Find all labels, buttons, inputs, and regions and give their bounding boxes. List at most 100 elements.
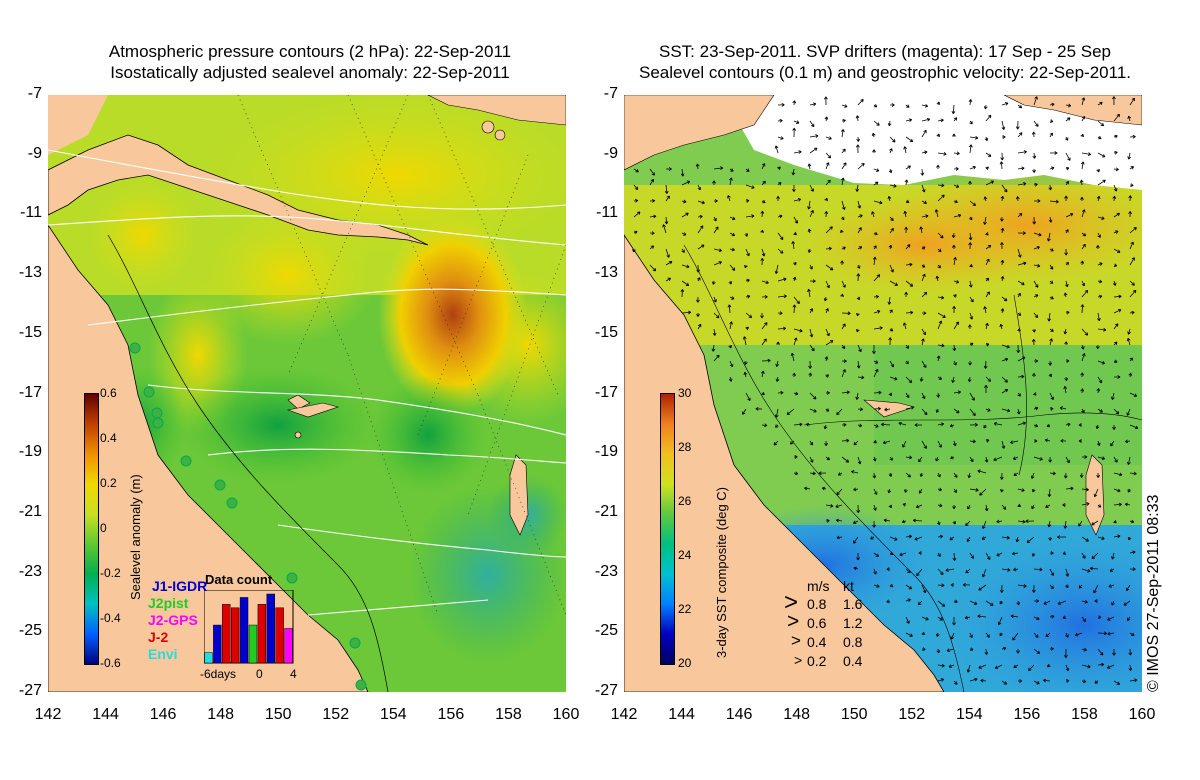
velocity-vector (1062, 551, 1067, 556)
velocity-vector (761, 423, 768, 428)
velocity-vector (1081, 243, 1086, 250)
velocity-vector (761, 248, 766, 257)
velocity-vector (825, 518, 830, 523)
velocity-vector (1033, 406, 1039, 411)
velocity-vector (912, 518, 923, 523)
left-lon-tick: 144 (92, 706, 119, 723)
velocity-vector (761, 199, 766, 204)
velocity-vector (969, 632, 973, 638)
left-title-line2: Isostatically adjusted sealevel anomaly:… (110, 63, 510, 82)
velocity-vector (1081, 647, 1087, 652)
velocity-vector (664, 184, 669, 194)
right-lat-tick: -13 (594, 264, 618, 282)
velocity-vector (983, 216, 987, 225)
velocity-vector (775, 360, 780, 367)
velocity-vector (1032, 373, 1036, 378)
velocity-vector (841, 323, 846, 330)
velocity-vector (1113, 502, 1122, 507)
left-lat-tick: -7 (27, 85, 42, 102)
velocity-vector (1081, 664, 1091, 669)
velocity-vector (1049, 248, 1054, 252)
velocity-vector (903, 322, 907, 330)
velocity-vector (774, 264, 779, 274)
velocity-vector (825, 264, 834, 271)
velocity-vector (1001, 504, 1007, 510)
velocity-vector (1001, 184, 1008, 193)
velocity-vector (1127, 488, 1131, 493)
velocity-vector (745, 278, 750, 283)
velocity-vector (985, 552, 991, 560)
velocity-vector (793, 455, 798, 459)
velocity-vector (905, 616, 910, 624)
velocity-vector (1113, 534, 1121, 539)
velocity-vector (937, 422, 945, 427)
velocity-vector (809, 440, 814, 446)
velocity-vector (1012, 632, 1019, 641)
velocity-vector (873, 504, 877, 511)
velocity-vector (841, 390, 850, 395)
velocity-vector (809, 308, 814, 314)
velocity-vector (978, 664, 987, 669)
velocity-vector (1097, 232, 1101, 238)
velocity-vector (1080, 196, 1084, 202)
velocity-vector (1049, 295, 1054, 300)
data-count-bar (257, 604, 267, 664)
data-count-bar (248, 624, 258, 664)
left-lat-tick: -15 (18, 323, 42, 341)
velocity-vector (1128, 648, 1133, 656)
velocity-vector (967, 472, 972, 479)
velocity-vector (968, 324, 972, 330)
velocity-vector (919, 226, 924, 234)
velocity-vector (808, 372, 813, 378)
velocity-vector (1016, 648, 1020, 654)
velocity-vector (841, 369, 846, 378)
velocity-vector (937, 552, 941, 557)
velocity-vector (969, 439, 976, 444)
velocity-vector (888, 504, 893, 509)
velocity-vector (1033, 439, 1038, 443)
velocity-vector (1094, 599, 1099, 603)
velocity-vector (936, 648, 941, 654)
velocity-vector (855, 115, 860, 122)
velocity-vector (824, 356, 829, 362)
velocity-vector (968, 180, 972, 186)
velocity-vector (873, 231, 878, 236)
velocity-vector (681, 180, 691, 186)
velocity-vector (1065, 103, 1072, 108)
velocity-vector (979, 488, 987, 496)
velocity-vector (1081, 568, 1091, 573)
velocity-vector (1049, 406, 1054, 411)
velocity-vector (1064, 648, 1068, 658)
velocity-vector (835, 504, 843, 508)
velocity-vector (729, 216, 736, 221)
velocity-vector (905, 244, 911, 250)
velocity-vector (967, 376, 972, 383)
velocity-vector (1081, 115, 1086, 122)
velocity-vector (857, 246, 863, 250)
velocity-vector (953, 360, 957, 366)
velocity-vector (914, 536, 923, 541)
velocity-vector (921, 117, 931, 122)
velocity-vector (904, 291, 909, 298)
velocity-vector (881, 422, 891, 427)
velocity-vector (712, 328, 717, 336)
velocity-vector (872, 472, 877, 479)
velocity-vector (1091, 520, 1099, 526)
velocity-vector (696, 312, 700, 317)
velocity-vector (809, 344, 815, 352)
velocity-vector (953, 390, 962, 395)
velocity-vector (1017, 150, 1027, 154)
velocity-vector (825, 456, 830, 461)
velocity-vector (1033, 263, 1041, 268)
velocity-vector (1129, 310, 1135, 315)
velocity-vector (887, 195, 892, 202)
velocity-vector (856, 296, 861, 301)
velocity-vector (1017, 488, 1025, 492)
velocity-vector (649, 264, 657, 272)
velocity-legend-kt-header: kt (843, 578, 854, 594)
velocity-vector (1001, 120, 1006, 130)
velocity-vector (841, 177, 845, 186)
velocity-vector (884, 407, 891, 412)
velocity-vector (905, 455, 913, 460)
velocity-vector (835, 518, 843, 523)
